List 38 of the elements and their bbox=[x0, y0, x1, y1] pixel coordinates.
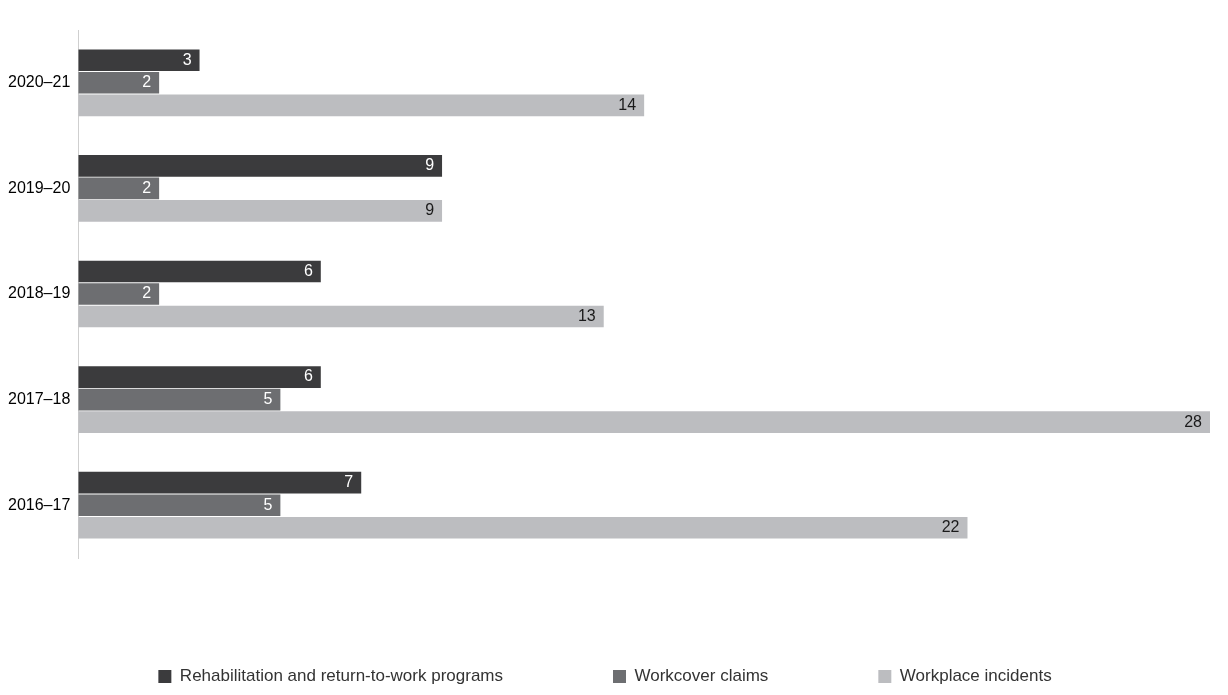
bar bbox=[78, 155, 443, 177]
data-label: 2 bbox=[142, 73, 152, 91]
legend-label: Workcover claims bbox=[634, 666, 769, 686]
data-label: 14 bbox=[618, 95, 637, 113]
data-label: 5 bbox=[263, 390, 273, 408]
bar bbox=[78, 388, 281, 411]
bar bbox=[78, 200, 443, 222]
legend-label: Rehabilitation and return-to-work programs bbox=[179, 666, 504, 686]
bar bbox=[78, 305, 604, 328]
bar bbox=[78, 177, 160, 200]
bar bbox=[78, 49, 200, 72]
data-label: 13 bbox=[577, 306, 596, 324]
y-tick-label: 2019–20 bbox=[7, 178, 71, 196]
bar bbox=[78, 283, 160, 305]
data-label: 9 bbox=[425, 156, 435, 174]
bar bbox=[78, 71, 160, 94]
bar bbox=[78, 471, 362, 494]
bar bbox=[78, 94, 645, 117]
data-label: 6 bbox=[303, 367, 313, 385]
data-label: 3 bbox=[182, 50, 192, 68]
bar bbox=[78, 411, 1210, 433]
legend-label: Workplace incidents bbox=[899, 666, 1052, 686]
data-label: 2 bbox=[142, 284, 152, 302]
bar bbox=[78, 516, 968, 539]
y-tick-label: 2020–21 bbox=[7, 73, 71, 91]
bar bbox=[78, 366, 321, 388]
bar bbox=[78, 260, 321, 283]
data-label: 5 bbox=[263, 495, 273, 513]
data-label: 6 bbox=[303, 261, 313, 279]
y-tick-label: 2016–17 bbox=[7, 495, 71, 513]
data-label: 22 bbox=[941, 518, 960, 536]
data-label: 2 bbox=[142, 178, 152, 196]
data-label: 28 bbox=[1184, 412, 1203, 430]
data-label: 9 bbox=[425, 201, 435, 219]
bar bbox=[78, 494, 281, 517]
data-label: 7 bbox=[344, 473, 354, 491]
y-tick-label: 2017–18 bbox=[7, 390, 71, 408]
y-tick-label: 2018–19 bbox=[7, 284, 71, 302]
